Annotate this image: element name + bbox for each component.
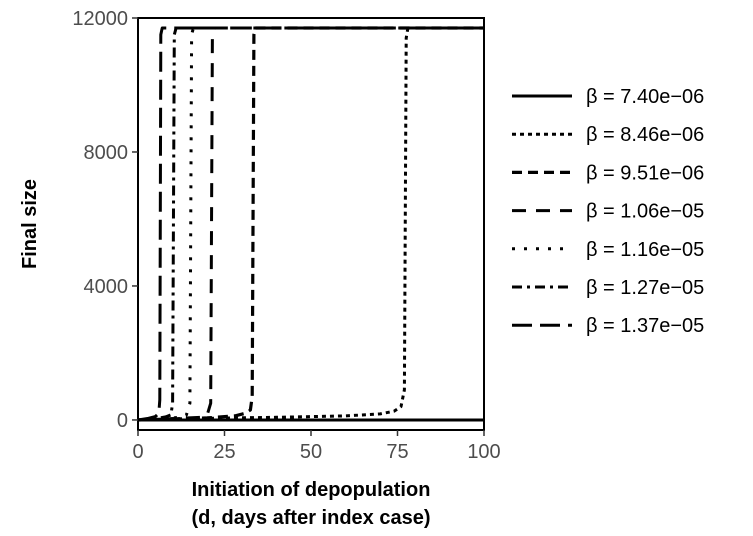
series-line-4 <box>137 26 484 422</box>
legend-label-7: β = 1.37e−05 <box>586 315 704 337</box>
y-tick-label: 4000 <box>84 276 129 298</box>
x-tick-label: 100 <box>467 441 500 463</box>
series-line-5 <box>137 26 484 422</box>
legend-label-1: β = 7.40e−06 <box>586 86 704 108</box>
y-tick-label: 12000 <box>72 8 128 30</box>
x-tick-label: 50 <box>300 441 322 463</box>
x-axis-title-line2: (d, days after index case) <box>192 507 431 529</box>
axis-ticks: 0 25 50 75 100 0 4000 8000 12000 <box>72 8 500 463</box>
legend-label-2: β = 8.46e−06 <box>586 124 704 146</box>
series-line-7 <box>137 26 484 422</box>
y-axis-title: Final size <box>19 179 41 269</box>
plot-lines <box>137 26 484 422</box>
legend-label-4: β = 1.06e−05 <box>586 201 704 223</box>
x-tick-label: 75 <box>386 441 408 463</box>
x-tick-label: 25 <box>213 441 235 463</box>
y-tick-label: 8000 <box>84 142 129 164</box>
legend-label-3: β = 9.51e−06 <box>586 162 704 184</box>
legend-label-5: β = 1.16e−05 <box>586 239 704 261</box>
y-tick-label: 0 <box>117 410 128 432</box>
x-tick-label: 0 <box>132 441 143 463</box>
x-axis-title-line1: Initiation of depopulation <box>192 479 431 501</box>
legend-label-6: β = 1.27e−05 <box>586 277 704 299</box>
series-line-6 <box>137 26 484 422</box>
legend: β = 7.40e−06 β = 8.46e−06 β = 9.51e−06 β = … <box>512 86 704 337</box>
